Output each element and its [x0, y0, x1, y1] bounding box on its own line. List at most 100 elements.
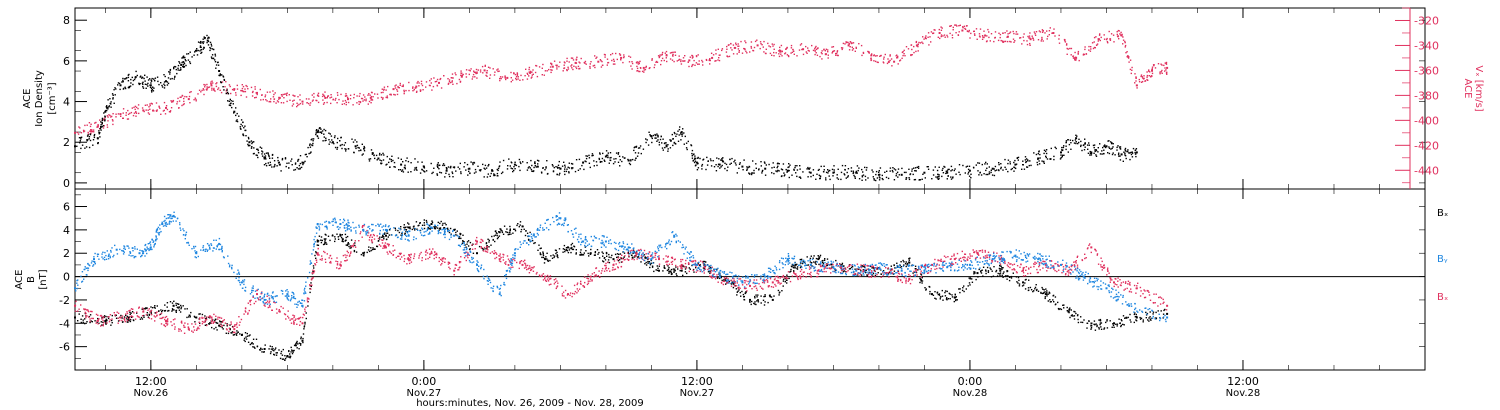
- noise-point: [227, 332, 230, 335]
- noise-point: [163, 324, 165, 326]
- noise-point: [1034, 34, 1037, 36]
- noise-point: [922, 173, 924, 175]
- noise-point: [833, 169, 835, 171]
- noise-point: [660, 60, 663, 62]
- noise-point: [299, 168, 301, 170]
- noise-point: [1106, 319, 1108, 321]
- noise-point: [533, 166, 535, 169]
- noise-point: [220, 325, 223, 327]
- noise-point: [238, 324, 241, 326]
- noise-point: [399, 169, 402, 171]
- noise-point: [1038, 150, 1040, 152]
- noise-point: [171, 324, 173, 327]
- noise-point: [622, 156, 624, 158]
- noise-point: [495, 232, 497, 234]
- noise-point: [731, 49, 733, 51]
- noise-point: [394, 166, 396, 168]
- noise-point: [930, 41, 932, 43]
- noise-point: [595, 161, 598, 163]
- noise-point: [309, 144, 311, 146]
- noise-point: [180, 304, 182, 307]
- noise-point: [99, 136, 101, 138]
- noise-point: [97, 319, 100, 321]
- noise-point: [905, 265, 907, 268]
- noise-point: [1121, 33, 1123, 36]
- noise-point: [825, 48, 828, 50]
- noise-point: [101, 123, 103, 125]
- noise-point: [827, 54, 829, 56]
- noise-point: [940, 29, 943, 31]
- noise-point: [1111, 142, 1113, 144]
- data-point: [218, 324, 221, 327]
- noise-point: [1030, 164, 1032, 167]
- noise-point: [75, 300, 77, 303]
- noise-point: [997, 272, 999, 275]
- noise-point: [913, 179, 916, 181]
- noise-point: [218, 74, 220, 77]
- noise-point: [1112, 152, 1114, 154]
- noise-point: [311, 138, 313, 140]
- noise-point: [129, 311, 131, 313]
- noise-point: [906, 262, 909, 265]
- noise-point: [403, 91, 405, 93]
- noise-point: [141, 76, 144, 78]
- noise-point: [420, 80, 423, 83]
- noise-point: [367, 103, 369, 105]
- noise-point: [750, 45, 752, 48]
- noise-point: [609, 152, 612, 154]
- noise-point: [1087, 148, 1089, 150]
- noise-point: [1018, 279, 1020, 282]
- noise-point: [786, 54, 789, 56]
- noise-point: [1152, 311, 1155, 313]
- noise-point: [714, 60, 716, 62]
- noise-point: [116, 311, 118, 313]
- noise-point: [260, 147, 263, 149]
- noise-point: [1081, 149, 1083, 152]
- noise-point: [900, 266, 903, 268]
- noise-point: [669, 147, 672, 149]
- noise-point: [566, 250, 569, 252]
- noise-point: [446, 227, 449, 229]
- noise-point: [240, 318, 243, 321]
- noise-point: [1121, 320, 1123, 322]
- noise-point: [463, 166, 465, 168]
- noise-point: [913, 51, 915, 54]
- noise-point: [242, 121, 244, 123]
- noise-point: [562, 248, 565, 250]
- noise-point: [1095, 155, 1098, 157]
- noise-point: [580, 254, 582, 256]
- noise-point: [162, 316, 164, 319]
- noise-point: [179, 62, 181, 64]
- noise-point: [288, 162, 290, 164]
- noise-point: [547, 259, 549, 262]
- noise-point: [962, 26, 964, 28]
- noise-point: [114, 94, 116, 96]
- noise-point: [319, 127, 321, 129]
- noise-point: [987, 173, 989, 176]
- noise-point: [150, 306, 152, 308]
- noise-point: [321, 132, 323, 134]
- noise-point: [854, 268, 856, 270]
- noise-point: [252, 346, 254, 348]
- noise-point: [242, 85, 245, 88]
- noise-point: [255, 154, 257, 156]
- noise-point: [860, 44, 863, 47]
- noise-point: [163, 87, 166, 89]
- noise-point: [1066, 47, 1068, 50]
- noise-point: [336, 146, 339, 149]
- noise-point: [568, 61, 570, 63]
- noise-point: [275, 308, 278, 310]
- noise-point: [904, 55, 906, 57]
- noise-point: [892, 273, 895, 275]
- noise-point: [456, 230, 458, 232]
- data-point: [567, 246, 569, 249]
- noise-point: [150, 318, 153, 320]
- noise-point: [596, 164, 598, 167]
- noise-point: [381, 236, 383, 238]
- noise-point: [553, 256, 555, 259]
- noise-point: [810, 255, 812, 257]
- noise-point: [1124, 149, 1126, 151]
- noise-point: [970, 32, 972, 35]
- noise-point: [896, 57, 899, 59]
- noise-point: [1117, 153, 1120, 156]
